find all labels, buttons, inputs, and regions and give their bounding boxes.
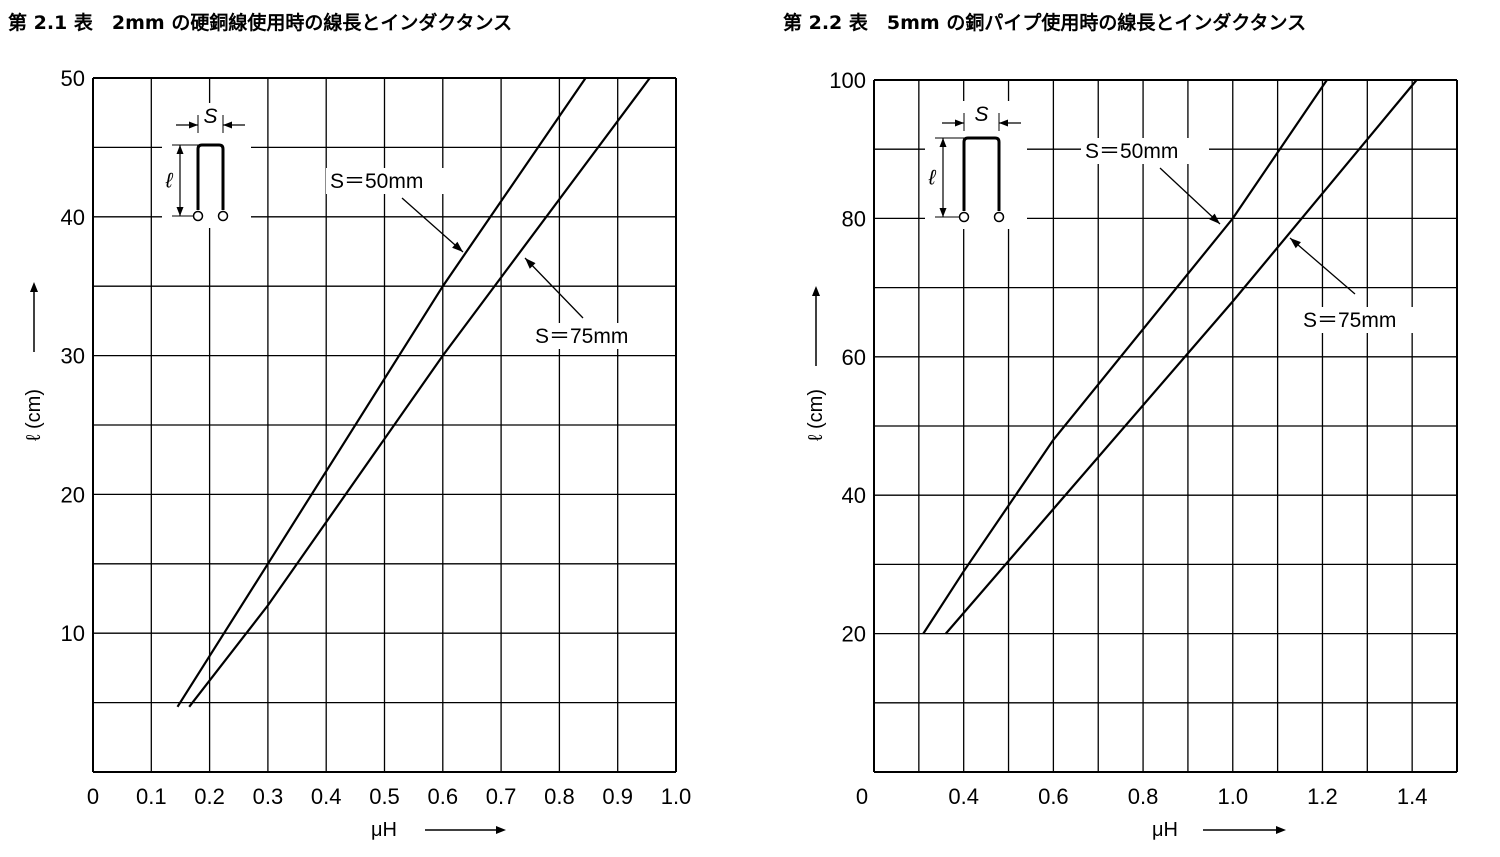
series-label: S＝50mm: [1085, 140, 1178, 163]
y-tick-label: 40: [842, 483, 866, 508]
y-axis-label: ℓ (cm): [805, 389, 827, 441]
x-tick-label: 1.0: [1217, 784, 1248, 809]
inset-s-arrowhead: [223, 121, 232, 129]
series-leader-line: [1289, 237, 1356, 295]
y-tick-label: 50: [61, 66, 85, 91]
series-line: [944, 79, 1418, 635]
y-tick-label: 100: [829, 68, 866, 93]
inset-terminal: [217, 210, 229, 222]
x-axis-label: μH: [371, 819, 397, 841]
x-tick-label: 0.7: [486, 784, 517, 809]
inset-terminal: [958, 211, 970, 223]
inset-l-arrowhead: [939, 208, 947, 217]
x-tick-label: 0.2: [194, 784, 225, 809]
x-tick-label: 1.2: [1307, 784, 1338, 809]
inset-l-label: ℓ: [165, 170, 174, 193]
y-tick-label: 40: [61, 205, 85, 230]
x-axis-arrow-head: [1276, 826, 1286, 834]
inset-coil-wire: [962, 136, 1001, 211]
series-label-background: [1299, 307, 1427, 333]
y-tick-label: 10: [61, 621, 85, 646]
inset-s-label: S: [203, 105, 217, 128]
series-leader-line: [524, 257, 584, 319]
y-tick-label: 60: [842, 345, 866, 370]
series-line: [922, 79, 1328, 635]
inset-l-label-background: [160, 168, 174, 193]
x-tick-label: 0: [856, 784, 868, 809]
x-axis-label: μH: [1152, 819, 1178, 841]
x-tick-label: 1.4: [1397, 784, 1428, 809]
chart-title-left: 第 2.1 表 2mm の硬銅線使用時の線長とインダクタンス: [8, 12, 513, 34]
inset-terminal: [993, 211, 1005, 223]
y-axis-arrow-head: [812, 286, 820, 296]
x-tick-label: 1.0: [661, 784, 692, 809]
series-line: [188, 77, 651, 708]
series-line: [176, 77, 587, 708]
x-tick-label: 0.8: [544, 784, 575, 809]
series-label: S＝50mm: [330, 170, 423, 193]
x-tick-label: 0.6: [1038, 784, 1069, 809]
x-tick-label: 0.3: [253, 784, 284, 809]
inset-l-label-background: [923, 165, 937, 190]
x-tick-label: 0.4: [948, 784, 979, 809]
y-axis-label: ℓ (cm): [23, 389, 45, 441]
inset-s-arrowhead: [999, 119, 1008, 127]
inset-l-arrowhead: [176, 207, 184, 216]
y-tick-label: 80: [842, 206, 866, 231]
inset-background: [925, 101, 1027, 229]
inset-coil-wire: [196, 143, 225, 210]
y-tick-label: 20: [842, 622, 866, 647]
series-leader-line: [1159, 167, 1221, 225]
chart-title-right: 第 2.2 表 5mm の銅パイプ使用時の線長とインダクタンス: [783, 12, 1307, 34]
series-label: S＝75mm: [1303, 309, 1396, 332]
series-leader-arrowhead: [1290, 238, 1301, 249]
inset-s-label: S: [974, 103, 988, 126]
y-axis-arrow-head: [30, 282, 38, 292]
y-tick-label: 30: [61, 344, 85, 369]
series-label-background: [531, 323, 659, 349]
series-leader-arrowhead: [525, 258, 536, 269]
series-label-background: [1081, 138, 1209, 164]
inset-l-label: ℓ: [928, 167, 937, 190]
x-tick-label: 0.4: [311, 784, 342, 809]
inset-l-arrowhead: [939, 138, 947, 147]
inset-terminal: [192, 210, 204, 222]
y-tick-label: 20: [61, 482, 85, 507]
x-tick-label: 0.5: [369, 784, 400, 809]
inset-s-arrowhead: [189, 121, 198, 129]
series-leader-arrowhead: [452, 241, 463, 252]
x-tick-label: 0.6: [428, 784, 459, 809]
series-leader-line: [401, 197, 464, 253]
x-tick-label: 0: [87, 784, 99, 809]
inset-l-arrowhead: [176, 145, 184, 154]
series-leader-arrowhead: [1209, 213, 1220, 224]
x-tick-label: 0.1: [136, 784, 167, 809]
inset-s-arrowhead: [955, 119, 964, 127]
x-tick-label: 0.9: [602, 784, 633, 809]
x-axis-arrow-head: [496, 826, 506, 834]
series-label: S＝75mm: [535, 325, 628, 348]
series-label-background: [326, 168, 454, 194]
x-tick-label: 0.8: [1128, 784, 1159, 809]
